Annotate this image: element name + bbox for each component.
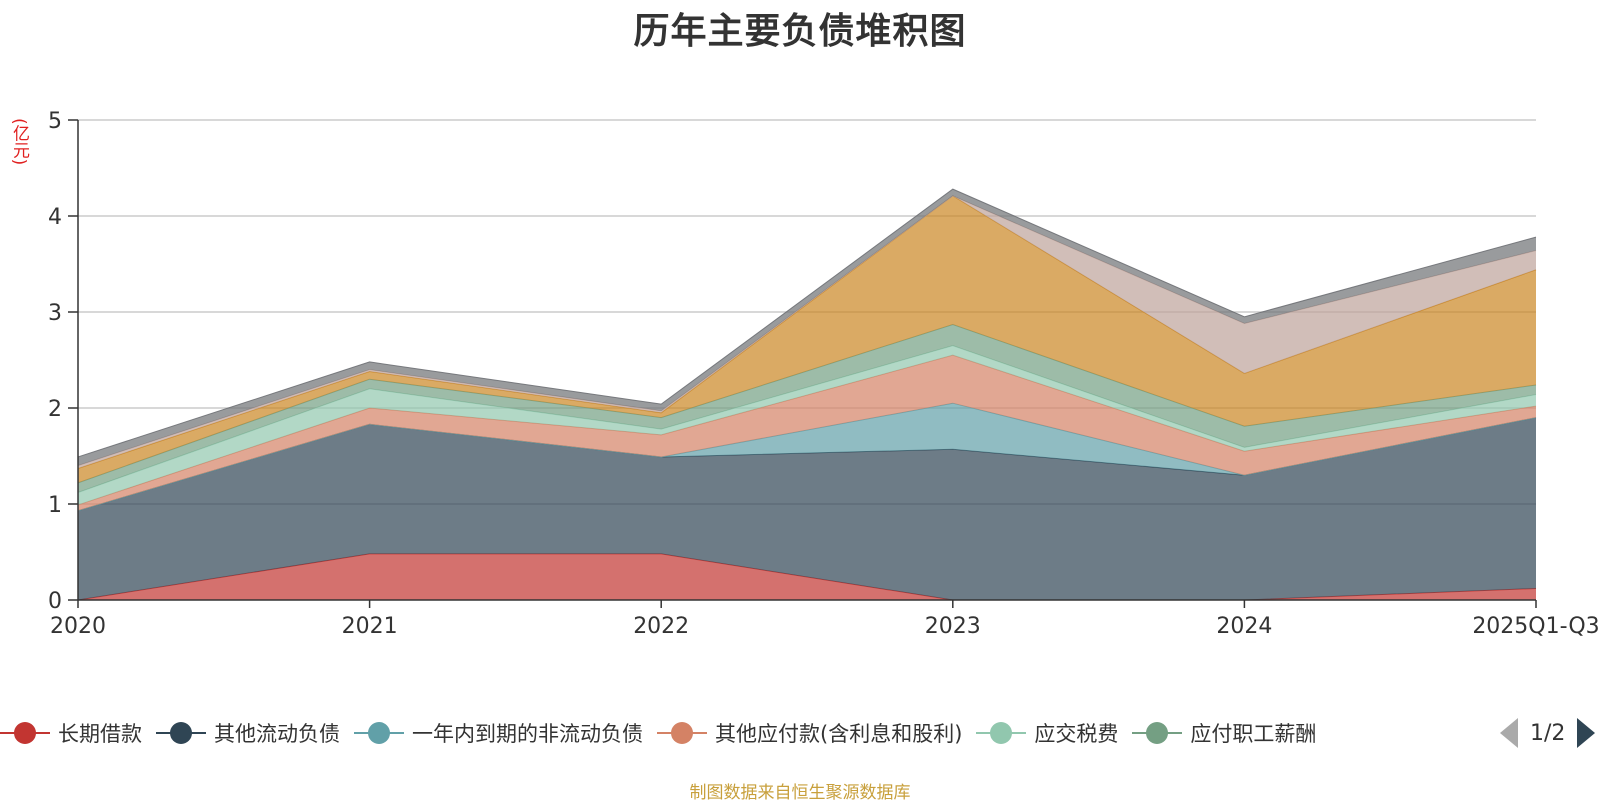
legend-label: 应交税费 bbox=[1034, 722, 1119, 746]
legend-marker-icon bbox=[657, 721, 707, 745]
legend-marker-dot bbox=[671, 722, 693, 744]
area-series-1 bbox=[78, 417, 1536, 600]
legend-marker-dot bbox=[14, 722, 36, 744]
legend-marker-dot bbox=[170, 722, 192, 744]
x-tick-label: 2025Q1-Q3 bbox=[1472, 614, 1599, 639]
legend-label: 应付职工薪酬 bbox=[1190, 722, 1317, 746]
x-tick-label: 2020 bbox=[50, 614, 106, 639]
legend-item[interactable]: 长期借款 bbox=[0, 713, 142, 753]
x-tick-label: 2022 bbox=[633, 614, 689, 639]
legend-marker-dot bbox=[368, 722, 390, 744]
legend-next-page-icon[interactable] bbox=[1577, 718, 1596, 748]
legend-marker-icon bbox=[156, 721, 206, 745]
legend-label: 长期借款 bbox=[58, 722, 142, 746]
y-tick-label: 0 bbox=[48, 589, 62, 614]
area-series-edge-8 bbox=[77, 188, 1537, 458]
legend-label: 其他应付款(含利息和股利) bbox=[715, 722, 963, 746]
legend-prev-page-icon[interactable] bbox=[1500, 718, 1518, 748]
legend-pager: 1/2 bbox=[1500, 713, 1600, 753]
y-tick-label: 1 bbox=[48, 493, 62, 518]
legend-marker-icon bbox=[354, 721, 404, 745]
y-tick-label: 3 bbox=[48, 301, 62, 326]
legend-marker-icon bbox=[0, 721, 50, 745]
legend-page-indicator: 1/2 bbox=[1530, 720, 1566, 746]
legend-label: 其他流动负债 bbox=[214, 722, 340, 746]
data-source-note: 制图数据来自恒生聚源数据库 bbox=[689, 783, 911, 803]
y-tick-label: 5 bbox=[48, 109, 62, 134]
y-tick-label: 4 bbox=[48, 205, 62, 230]
legend-marker-icon bbox=[976, 721, 1027, 745]
legend-label: 一年内到期的非流动负债 bbox=[412, 722, 643, 746]
legend-item[interactable]: 其他流动负债 bbox=[156, 713, 340, 753]
x-tick-label: 2023 bbox=[925, 614, 981, 639]
area-series-0 bbox=[78, 553, 1536, 600]
stacked-area-chart: 0 1 2 3 4 5 2020 2021 2022 2023 2024 2025Q1-Q3 bbox=[48, 109, 1600, 639]
legend-marker-icon bbox=[1132, 721, 1183, 745]
area-series-7 bbox=[78, 195, 1536, 469]
legend-item[interactable]: 应付职工薪酬 bbox=[1132, 713, 1316, 753]
legend-item[interactable]: 其他应付款(含利息和股利) bbox=[657, 713, 962, 753]
chart-title: 历年主要负债堆积图 bbox=[633, 11, 967, 52]
y-tick-label: 2 bbox=[48, 397, 62, 422]
legend: 长期借款 其他流动负债 一年内到期的非流动负债 其他应付款(含利息和股利) 应交税费 应付… bbox=[0, 713, 1600, 753]
x-tick-label: 2024 bbox=[1216, 614, 1272, 639]
x-tick-label: 2021 bbox=[342, 614, 398, 639]
legend-item[interactable]: 应交税费 bbox=[976, 713, 1118, 753]
area-series-6 bbox=[78, 195, 1536, 483]
y-axis-unit-label: (亿元) bbox=[9, 118, 29, 166]
legend-marker-dot bbox=[990, 722, 1013, 744]
legend-marker-dot bbox=[1146, 722, 1169, 744]
legend-items: 长期借款 其他流动负债 一年内到期的非流动负债 其他应付款(含利息和股利) 应交税费 应付… bbox=[0, 713, 1480, 753]
legend-item[interactable]: 一年内到期的非流动负债 bbox=[354, 713, 643, 753]
